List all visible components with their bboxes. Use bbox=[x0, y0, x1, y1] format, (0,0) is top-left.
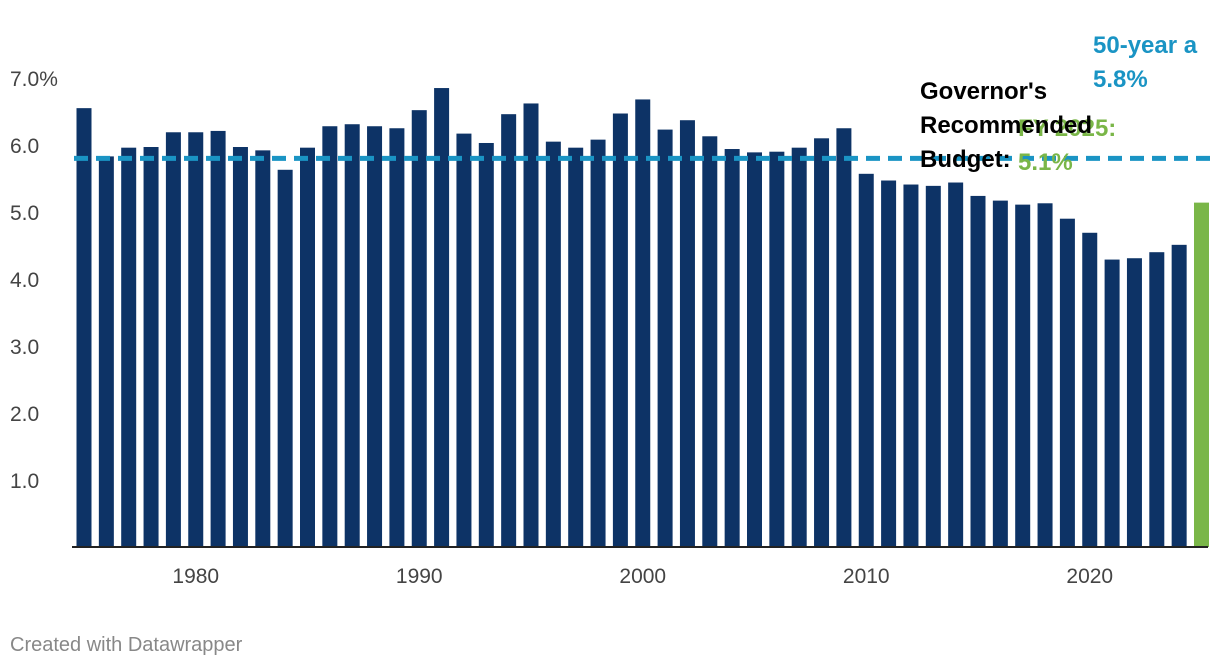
bar-1989 bbox=[389, 128, 405, 547]
x-tick-label: 2020 bbox=[1066, 565, 1113, 588]
bar-2017 bbox=[1015, 204, 1031, 547]
bar-2009 bbox=[836, 128, 852, 547]
bar-2006 bbox=[769, 151, 785, 547]
bar-2004 bbox=[724, 149, 740, 547]
average-annotation: 50-year a 5.8% bbox=[1093, 32, 1204, 93]
average-annotation-line-1: 50-year a bbox=[1093, 32, 1198, 59]
x-tick-label: 2010 bbox=[843, 565, 890, 588]
bar-2007 bbox=[791, 147, 807, 547]
bar-1998 bbox=[590, 139, 606, 547]
bar-1987 bbox=[344, 124, 360, 547]
governor-annotation-line-3: Budget: bbox=[920, 146, 1011, 173]
bar-1988 bbox=[367, 126, 383, 548]
bar-1977 bbox=[121, 147, 137, 547]
bar-2018 bbox=[1037, 203, 1053, 548]
bar-1982 bbox=[232, 147, 248, 547]
bar-1985 bbox=[300, 147, 315, 547]
y-tick-label: 2.0 bbox=[10, 403, 39, 426]
bar-2025 bbox=[1194, 202, 1209, 547]
bar-1999 bbox=[612, 113, 628, 547]
average-annotation-line-2: 5.8% bbox=[1093, 66, 1148, 93]
bar-2000 bbox=[635, 99, 651, 547]
bar-2011 bbox=[881, 180, 897, 547]
bar-1990 bbox=[411, 110, 427, 547]
bar-1991 bbox=[434, 88, 450, 548]
bar-1976 bbox=[98, 156, 114, 547]
x-axis: 1980 1990 2000 2010 2020 bbox=[172, 565, 1113, 588]
y-tick-label: 1.0 bbox=[10, 470, 39, 493]
fy-annotation: FY 2025: 5.1% bbox=[1018, 115, 1123, 176]
governor-annotation-line-1: Governor's bbox=[920, 78, 1047, 105]
bar-2008 bbox=[814, 138, 830, 548]
bar-2024 bbox=[1171, 244, 1187, 547]
y-axis: 1.0 2.0 3.0 4.0 5.0 6.0 7.0% bbox=[10, 68, 58, 493]
bar-2021 bbox=[1104, 259, 1120, 547]
fy-annotation-line-2: 5.1% bbox=[1018, 149, 1073, 176]
governor-annotation-line-2: Recommended bbox=[920, 112, 1092, 139]
bar-1995 bbox=[523, 103, 539, 548]
bar-2002 bbox=[679, 120, 695, 548]
bar-2010 bbox=[858, 173, 874, 547]
x-tick-label: 1990 bbox=[396, 565, 443, 588]
bar-2014 bbox=[948, 182, 964, 547]
bar-1981 bbox=[210, 130, 226, 547]
footer-credit: Created with Datawrapper bbox=[10, 634, 243, 656]
bar-2022 bbox=[1126, 258, 1142, 547]
bar-1992 bbox=[456, 133, 472, 548]
bar-2020 bbox=[1082, 232, 1098, 547]
bar-2015 bbox=[970, 195, 986, 548]
y-tick-label: 7.0% bbox=[10, 68, 58, 91]
bar-1984 bbox=[277, 169, 293, 548]
bar-1978 bbox=[143, 147, 159, 547]
bar-1979 bbox=[165, 132, 181, 547]
bar-1980 bbox=[188, 132, 204, 547]
fy-annotation-line-1: FY 2025: bbox=[1018, 115, 1116, 142]
bar-1986 bbox=[322, 126, 338, 548]
y-tick-label: 5.0 bbox=[10, 202, 39, 225]
y-tick-label: 6.0 bbox=[10, 135, 39, 158]
y-tick-label: 4.0 bbox=[10, 269, 39, 292]
x-tick-label: 2000 bbox=[619, 565, 666, 588]
x-tick-label: 1980 bbox=[172, 565, 219, 588]
bar-2012 bbox=[903, 184, 919, 547]
bar-1983 bbox=[255, 150, 271, 548]
bar-1993 bbox=[478, 142, 494, 548]
bar-2013 bbox=[925, 185, 941, 547]
bar-1975 bbox=[76, 108, 92, 548]
bar-1994 bbox=[501, 114, 517, 548]
bar-2019 bbox=[1059, 218, 1075, 547]
bar-2016 bbox=[992, 200, 1008, 548]
bar-1996 bbox=[545, 141, 561, 547]
y-tick-label: 3.0 bbox=[10, 336, 39, 359]
bar-1997 bbox=[568, 147, 584, 547]
bar-2001 bbox=[657, 129, 673, 547]
bar-2023 bbox=[1149, 252, 1165, 547]
bars bbox=[76, 88, 1209, 548]
bar-2003 bbox=[702, 136, 718, 548]
governor-annotation: Governor's Recommended Budget: bbox=[920, 78, 1099, 173]
bar-2005 bbox=[747, 152, 762, 547]
